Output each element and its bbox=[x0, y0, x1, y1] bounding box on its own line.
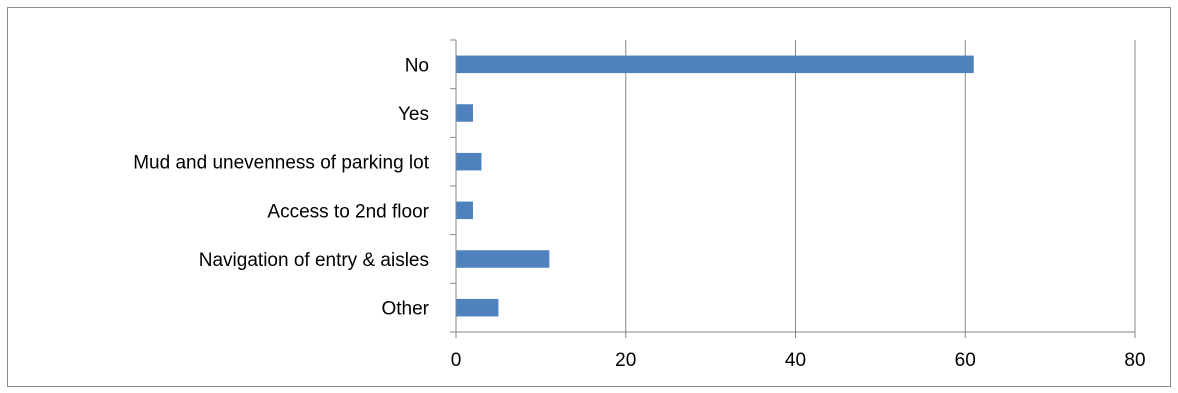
x-tick-label: 60 bbox=[955, 350, 976, 371]
gridlines bbox=[625, 40, 1136, 332]
tick-labels: 0 20 40 60 80 bbox=[451, 350, 1146, 371]
category-labels: No Yes Mud and unevenness of parking lot Ac… bbox=[133, 55, 429, 319]
category-label: Mud and unevenness of parking lot bbox=[133, 153, 429, 174]
bar-yes bbox=[456, 104, 473, 122]
axes bbox=[450, 39, 1136, 338]
category-label: No bbox=[405, 55, 429, 76]
bar-navigation-of-entry-aisles bbox=[456, 250, 550, 268]
bar-no bbox=[456, 55, 974, 74]
x-tick-label: 80 bbox=[1124, 350, 1145, 371]
x-tick-label: 20 bbox=[615, 350, 636, 371]
bars bbox=[456, 55, 974, 317]
category-label: Yes bbox=[398, 104, 429, 125]
bar-other bbox=[456, 298, 499, 317]
category-label: Navigation of entry & aisles bbox=[199, 250, 429, 271]
bar-mud-and-unevenness-of-parking-lot bbox=[456, 152, 482, 171]
x-tick-label: 40 bbox=[785, 350, 806, 371]
bar-access-to-2nd-floor bbox=[456, 201, 473, 220]
category-label: Access to 2nd floor bbox=[267, 201, 429, 222]
x-tick-label: 0 bbox=[451, 350, 462, 371]
category-label: Other bbox=[381, 299, 429, 320]
